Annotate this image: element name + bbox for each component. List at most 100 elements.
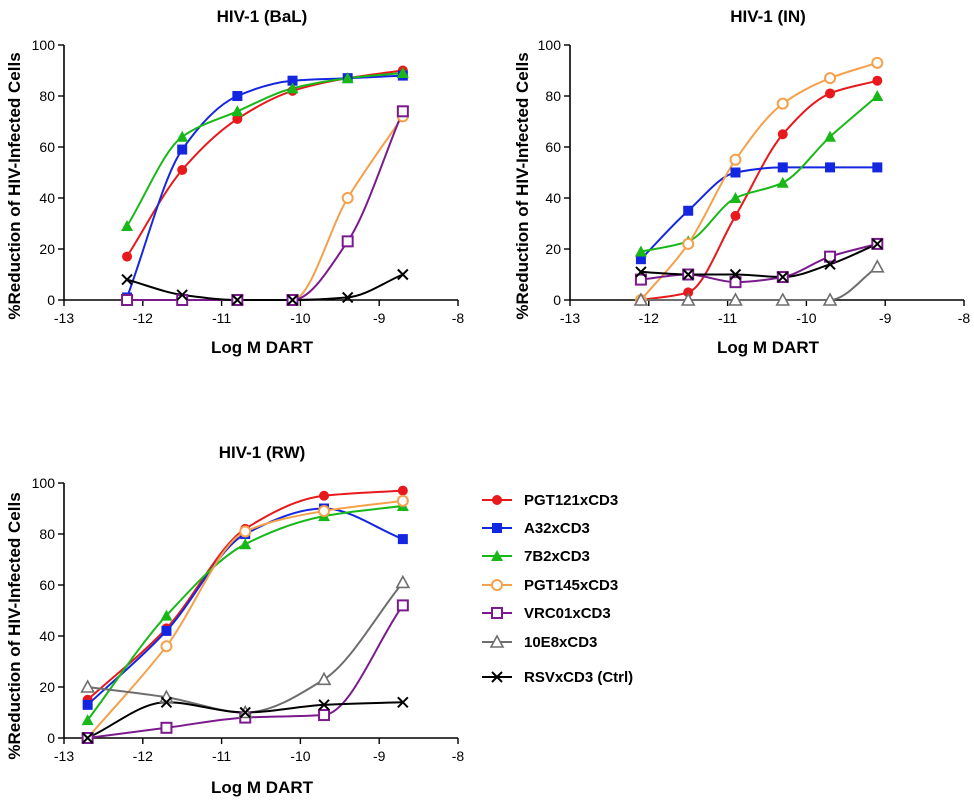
data-point: [239, 706, 251, 719]
y-axis-title: %Reduction of HIV-Infected Cells: [513, 52, 532, 319]
data-point: [81, 714, 94, 726]
y-tick-label: 80: [545, 88, 561, 104]
data-point: [777, 129, 788, 140]
x-tick-label: -11: [718, 310, 737, 326]
series-line: [86, 499, 403, 739]
data-point: [176, 289, 188, 301]
series-line: [126, 110, 404, 302]
legend-entry-vrc01: VRC01xCD3: [482, 605, 611, 622]
legend-entry-10e8: 10E8xCD3: [482, 634, 597, 651]
data-point: [824, 250, 837, 263]
legend-marker: [492, 523, 502, 533]
legend-entry-7b2: 7B2xCD3: [482, 548, 590, 565]
legend-marker: [491, 579, 503, 591]
series-line: [86, 504, 403, 721]
data-point: [176, 294, 189, 306]
data-point: [633, 292, 649, 306]
legend-marker: [489, 634, 505, 648]
x-tick-label: -12: [639, 310, 659, 326]
data-point: [635, 266, 647, 278]
chart-panel-in: HIV-1 (IN) %Reduction of HIV-Infected Ce…: [513, 7, 970, 357]
legend-marker: [491, 607, 503, 619]
data-point: [776, 176, 789, 188]
data-point: [286, 294, 299, 306]
data-point: [341, 72, 354, 84]
data-point: [869, 259, 885, 273]
series-line: [87, 604, 404, 739]
data-point: [396, 494, 409, 507]
data-point: [397, 485, 408, 496]
x-tick-label: -10: [290, 310, 310, 326]
y-axis-title: %Reduction of HIV-Infected Cells: [5, 52, 24, 319]
data-point: [729, 153, 742, 166]
data-point: [871, 90, 884, 101]
x-tick-label: -10: [796, 310, 816, 326]
x-tick-label: -12: [133, 748, 153, 764]
x-tick-label: -8: [452, 310, 465, 326]
data-point: [729, 192, 742, 203]
y-tick-label: 100: [538, 37, 562, 53]
data-point: [82, 699, 93, 710]
data-point: [396, 105, 409, 118]
data-point: [871, 56, 884, 69]
data-point: [160, 696, 173, 709]
x-tick-label: -12: [133, 310, 153, 326]
x-tick-label: -13: [54, 310, 74, 326]
data-point: [680, 292, 696, 306]
x-axis-title: Log M DART: [717, 338, 820, 357]
legend-label: RSVxCD3 (Ctrl): [524, 669, 633, 686]
data-point: [286, 82, 299, 94]
y-tick-label: 0: [47, 292, 55, 308]
data-point: [160, 640, 173, 653]
data-point: [634, 245, 647, 257]
y-tick-label: 60: [39, 577, 55, 593]
data-point: [80, 679, 95, 693]
x-tick-label: -9: [373, 310, 386, 326]
data-point: [231, 105, 244, 117]
data-point: [160, 609, 173, 621]
y-tick-label: 40: [545, 190, 561, 206]
data-point: [825, 88, 836, 99]
data-point: [160, 721, 173, 734]
data-point: [825, 162, 836, 173]
y-tick-label: 80: [39, 526, 55, 542]
chart-title: HIV-1 (RW): [219, 443, 306, 462]
data-point: [683, 205, 694, 216]
series-line: [87, 581, 404, 714]
data-point: [396, 599, 409, 612]
y-tick-label: 60: [545, 139, 561, 155]
data-point: [777, 271, 789, 283]
x-axis-title: Log M DART: [211, 778, 314, 797]
data-point: [635, 254, 646, 265]
data-point: [395, 574, 411, 589]
y-tick-label: 40: [39, 190, 55, 206]
data-point: [728, 292, 743, 306]
x-tick-label: -8: [958, 310, 971, 326]
data-point: [121, 294, 134, 306]
data-point: [730, 210, 741, 221]
chart-panel-rw: HIV-1 (RW) %Reduction of HIV-Infected Ce…: [5, 443, 464, 797]
data-point: [319, 490, 330, 501]
data-point: [176, 130, 189, 142]
chart-title: HIV-1 (IN): [730, 7, 806, 26]
data-point: [121, 273, 133, 286]
chart-panel-bal: HIV-1 (BaL) %Reduction of HIV-Infected C…: [5, 7, 464, 357]
data-point: [824, 130, 837, 142]
x-tick-label: -13: [560, 310, 580, 326]
x-axis-title: Log M DART: [211, 338, 314, 357]
data-point: [231, 294, 244, 306]
data-point: [121, 220, 134, 232]
legend-label: PGT145xCD3: [524, 577, 618, 594]
x-tick-label: -10: [290, 748, 310, 764]
data-point: [397, 696, 409, 709]
data-point: [824, 258, 836, 271]
x-tick-label: -11: [212, 748, 231, 764]
legend-label: A32xCD3: [524, 520, 590, 537]
legend: PGT121xCD3 A32xCD3 7B2xCD3 PGT145xCD3 VR…: [482, 492, 633, 686]
x-tick-label: -9: [373, 748, 386, 764]
y-tick-label: 20: [545, 241, 561, 257]
data-point: [775, 292, 791, 306]
series-line: [86, 489, 403, 701]
data-point: [177, 164, 188, 175]
